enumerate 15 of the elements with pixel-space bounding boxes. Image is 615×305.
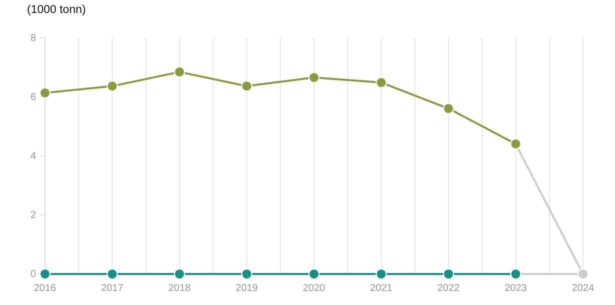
y-tick-label: 8 [30, 33, 36, 44]
x-tick-label: 2019 [236, 283, 258, 294]
y-tick-label: 2 [30, 210, 36, 222]
x-tick-label: 2020 [302, 283, 326, 294]
x-tick-label: 2016 [34, 283, 57, 294]
y-tick-label: 0 [30, 269, 36, 280]
y-axis-title: (1000 tonn) [27, 4, 86, 16]
x-tick-label: 2021 [370, 283, 393, 294]
y-tick-label: 4 [30, 151, 36, 162]
x-tick-label: 2022 [437, 283, 460, 294]
x-tick-label: 2024 [572, 283, 595, 294]
y-tick-label: 6 [30, 92, 36, 104]
x-tick-label: 2023 [504, 283, 528, 294]
x-tick-label: 2017 [101, 283, 124, 294]
x-tick-label: 2018 [168, 283, 192, 294]
